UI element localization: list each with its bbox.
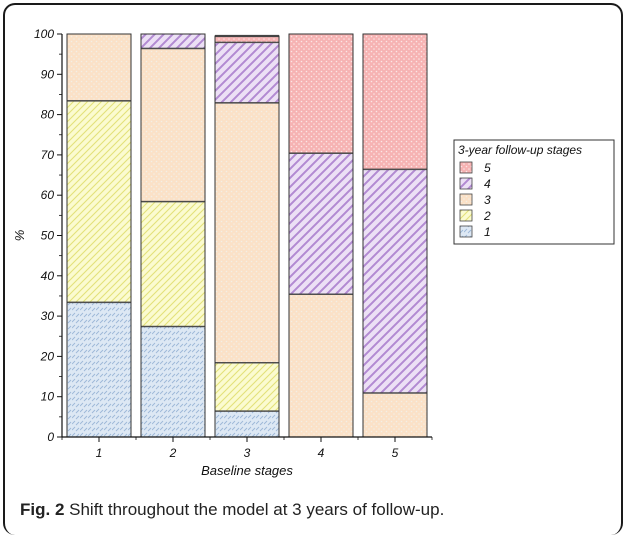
legend-swatch-5 xyxy=(459,161,473,174)
x-tick-label: 1 xyxy=(96,446,103,460)
legend-swatch-2 xyxy=(459,209,473,222)
stacked-bar-chart: 0 10 20 30 40 50 60 70 80 90 100 1 2 3 4 5 Baseline stag… xyxy=(12,27,615,478)
bar-segment-3-stage-2 xyxy=(214,362,280,412)
y-tick-label: 10 xyxy=(41,390,55,404)
y-tick-label: 90 xyxy=(41,67,55,81)
y-tick-label: 30 xyxy=(41,309,55,323)
bar-segment-2-stage-1 xyxy=(140,325,206,438)
legend-label-5: 5 xyxy=(484,161,491,175)
bar-segment-5-stage-3 xyxy=(362,392,428,438)
legend-swatch-3 xyxy=(459,193,473,206)
axes: 0 10 20 30 40 50 60 70 80 90 100 1 2 3 4 5 Baseline stag… xyxy=(12,27,433,478)
y-tick-label: 40 xyxy=(41,269,55,283)
y-tick-label: 80 xyxy=(41,108,55,122)
figure-frame xyxy=(3,3,623,535)
bar-segment-1-stage-3 xyxy=(66,33,132,101)
legend-label-1: 1 xyxy=(484,225,491,239)
y-axis-title: % xyxy=(12,230,27,242)
x-tick-label: 2 xyxy=(169,446,177,460)
y-tick-label: 20 xyxy=(40,349,55,363)
legend-box xyxy=(453,139,615,245)
legend-label-4: 4 xyxy=(484,177,491,191)
y-tick-label: 50 xyxy=(41,229,55,243)
bar-segment-5-stage-4 xyxy=(362,168,428,394)
x-tick-label: 5 xyxy=(392,446,399,460)
bar-segment-5-stage-5 xyxy=(362,33,428,170)
y-tick-label: 60 xyxy=(41,188,55,202)
legend-swatch-4 xyxy=(459,177,473,190)
figure-caption: Fig. 2 Shift throughout the model at 3 y… xyxy=(20,500,444,520)
x-tick-label: 3 xyxy=(244,446,251,460)
bar-segment-1-stage-2 xyxy=(66,100,132,303)
caption-label: Fig. 2 xyxy=(20,500,65,519)
bar-segment-4-stage-5 xyxy=(288,33,354,154)
bar-segment-2-stage-2 xyxy=(140,200,206,327)
y-tick-label: 100 xyxy=(34,27,54,41)
bar-segment-3-stage-3 xyxy=(214,102,280,363)
bar-segment-3-stage-1 xyxy=(214,410,280,438)
x-tick-label: 4 xyxy=(318,446,325,460)
bar-segment-3-stage-4 xyxy=(214,41,280,103)
bar-segment-1-stage-1 xyxy=(66,301,132,438)
bar-segment-4-stage-3 xyxy=(288,293,354,438)
bar-segment-4-stage-4 xyxy=(288,152,354,295)
legend-title: 3-year follow-up stages xyxy=(458,143,582,157)
legend-swatch-1 xyxy=(459,225,473,238)
y-tick-label: 70 xyxy=(41,148,55,162)
caption-text: Shift throughout the model at 3 years of… xyxy=(69,500,445,519)
x-axis-title: Baseline stages xyxy=(201,463,293,478)
bar-segment-2-stage-3 xyxy=(140,47,206,202)
bar-segment-2-stage-4 xyxy=(140,33,206,49)
legend-label-3: 3 xyxy=(484,193,491,207)
plot-area xyxy=(66,33,428,438)
y-tick-label: 0 xyxy=(47,430,54,444)
legend-label-2: 2 xyxy=(483,209,491,223)
legend: 3-year follow-up stages 5 4 3 2 1 xyxy=(453,139,615,245)
